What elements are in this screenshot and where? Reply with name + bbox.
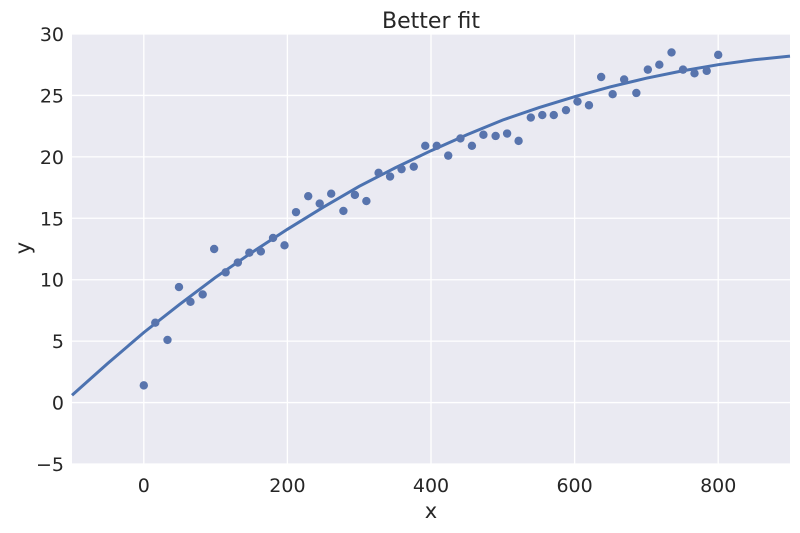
y-tick-label: 0 — [52, 393, 64, 415]
y-tick-label: 5 — [52, 331, 64, 353]
data-point — [432, 141, 441, 150]
data-point — [514, 136, 523, 146]
data-point — [502, 129, 512, 138]
data-point — [491, 131, 500, 141]
y-tick-label: 30 — [40, 24, 64, 46]
data-point — [291, 207, 301, 217]
data-point — [678, 65, 688, 74]
data-point — [339, 206, 348, 216]
y-axis-label: y — [11, 242, 35, 254]
y-tick-label: 15 — [40, 208, 64, 230]
data-point — [619, 75, 629, 84]
data-point — [151, 318, 160, 327]
x-axis-label: x — [425, 499, 437, 523]
y-tick-label: 10 — [40, 270, 64, 292]
data-point — [304, 191, 313, 201]
y-tick-label: −5 — [36, 454, 64, 476]
data-point — [632, 88, 641, 98]
data-point — [186, 297, 195, 307]
data-point — [655, 60, 664, 69]
y-axis-ticks: −5 0 5 10 15 20 25 30 — [36, 24, 64, 476]
data-point — [608, 90, 617, 99]
data-point — [139, 381, 148, 390]
x-axis-ticks: 0 200 400 600 800 — [138, 475, 737, 497]
data-point — [467, 141, 477, 150]
data-point — [256, 247, 266, 256]
x-tick-label: 200 — [269, 475, 305, 497]
data-point — [221, 268, 230, 277]
y-tick-label: 25 — [40, 85, 64, 107]
scatter-points — [139, 48, 723, 390]
data-point — [667, 48, 676, 57]
data-point — [374, 168, 383, 178]
data-point — [268, 233, 278, 243]
data-point — [245, 248, 254, 257]
data-point — [198, 290, 207, 299]
data-point — [561, 105, 571, 115]
data-point — [233, 258, 243, 267]
grid — [72, 33, 790, 465]
data-point — [479, 130, 488, 139]
x-tick-label: 0 — [138, 475, 150, 497]
x-tick-label: 400 — [413, 475, 449, 497]
data-point — [456, 134, 465, 143]
x-tick-label: 600 — [556, 475, 592, 497]
data-point — [714, 50, 723, 60]
x-tick-label: 800 — [700, 475, 736, 497]
data-point — [280, 241, 289, 250]
data-point — [690, 69, 699, 78]
fit-line — [71, 54, 791, 397]
data-point — [326, 189, 336, 198]
data-point — [409, 162, 418, 171]
data-point — [174, 282, 184, 292]
data-point — [350, 190, 360, 200]
data-point — [702, 66, 711, 76]
data-point — [538, 110, 547, 120]
data-point — [385, 172, 395, 181]
data-point — [163, 335, 172, 345]
data-point — [526, 113, 536, 122]
data-point — [643, 65, 653, 74]
data-point — [596, 72, 606, 82]
chart-title: Better fit — [382, 9, 480, 34]
data-point — [209, 244, 219, 254]
data-point — [584, 101, 594, 110]
data-point — [549, 110, 558, 120]
data-point — [315, 199, 324, 208]
data-point — [421, 141, 430, 150]
data-point — [397, 164, 406, 174]
data-point — [362, 196, 371, 206]
data-point — [573, 97, 582, 106]
y-tick-label: 20 — [40, 147, 64, 169]
data-point — [444, 151, 453, 160]
